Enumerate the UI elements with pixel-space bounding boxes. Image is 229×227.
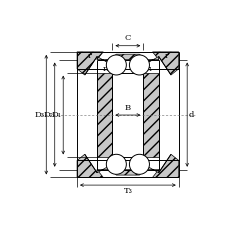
Polygon shape [152, 154, 178, 177]
Text: r₁: r₁ [103, 65, 110, 73]
Polygon shape [97, 167, 158, 175]
Polygon shape [97, 54, 158, 63]
Polygon shape [77, 154, 103, 177]
Circle shape [106, 55, 126, 75]
Text: r: r [87, 52, 91, 60]
Polygon shape [152, 52, 178, 75]
Polygon shape [143, 73, 158, 157]
Polygon shape [97, 73, 112, 157]
Circle shape [129, 154, 149, 174]
Polygon shape [77, 52, 103, 75]
Text: r: r [164, 52, 168, 60]
Text: d: d [188, 111, 193, 119]
Text: D₃: D₃ [35, 111, 44, 119]
Text: r₁: r₁ [145, 65, 152, 73]
Text: D₂: D₂ [43, 111, 53, 119]
Circle shape [106, 154, 126, 174]
Text: D₁: D₁ [52, 111, 61, 119]
Text: B: B [124, 104, 130, 112]
Text: C: C [124, 34, 131, 42]
Text: T₃: T₃ [123, 187, 132, 195]
Circle shape [129, 55, 149, 75]
